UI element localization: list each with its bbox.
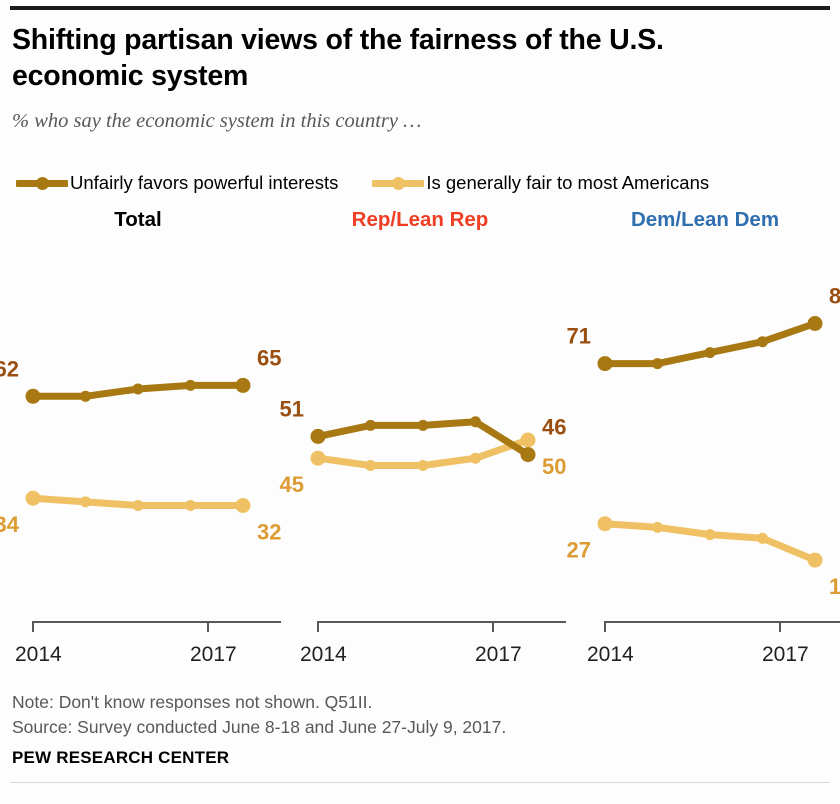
data-point: [80, 496, 91, 508]
data-point: [470, 452, 481, 464]
data-point: [807, 552, 823, 568]
page-subtitle: % who say the economic system in this co…: [12, 110, 422, 132]
legend-line-icon-fair: [372, 175, 425, 191]
data-point-label: 50: [542, 454, 566, 479]
data-point-label: 82: [829, 284, 840, 309]
data-point: [470, 416, 481, 428]
data-point-label: 71: [567, 324, 591, 349]
data-point: [185, 500, 196, 511]
data-point-label: 32: [257, 520, 281, 545]
data-point: [757, 532, 768, 544]
data-point-label: 65: [257, 345, 281, 370]
data-point: [25, 388, 41, 404]
legend-line-icon-unfair: [16, 175, 68, 191]
x-axis-rule: [604, 621, 840, 632]
x-axis-label-start: 2014: [587, 643, 634, 666]
x-axis-label-end: 2017: [762, 643, 809, 666]
footnote-note: Note: Don't know responses not shown. Q5…: [12, 692, 373, 712]
data-point: [597, 516, 613, 532]
footnote: Note: Don't know responses not shown. Q5…: [12, 690, 812, 741]
x-axis-label-start: 2014: [300, 643, 347, 666]
data-point: [417, 460, 429, 471]
data-point: [365, 419, 376, 431]
data-point: [520, 447, 536, 463]
legend-label-fair: Is generally fair to most Americans: [426, 172, 710, 193]
x-axis-label-start: 2014: [15, 643, 62, 666]
data-point: [235, 498, 251, 513]
x-axis-label-end: 2017: [475, 643, 522, 666]
data-point: [757, 336, 768, 348]
data-point: [80, 390, 91, 402]
series-fair: [597, 516, 823, 568]
data-point: [235, 377, 251, 393]
data-point-label: 51: [280, 396, 304, 421]
top-rule: [10, 6, 830, 10]
data-point: [704, 347, 716, 359]
panel-dem-lean-dem: 2014 2017 71 82 27 17: [567, 284, 840, 666]
data-point-label: 17: [829, 574, 840, 599]
legend-label-unfair: Unfairly favors powerful interests: [70, 172, 339, 193]
data-point: [132, 383, 144, 395]
data-point-label: 45: [280, 472, 304, 497]
panel-total: 2014 2017 62 65 34 32: [0, 345, 281, 666]
data-point: [417, 419, 429, 431]
brand-label: PEW RESEARCH CENTER: [12, 748, 230, 767]
x-axis-label-end: 2017: [190, 643, 237, 666]
series-unfair: [597, 316, 823, 372]
footnote-source: Source: Survey conducted June 8-18 and J…: [12, 717, 507, 738]
series-unfair: [25, 377, 251, 404]
panel-rep-lean-rep: 2014 2017 51 46 45 50: [280, 396, 567, 666]
series-fair: [25, 490, 251, 513]
data-point: [520, 432, 536, 448]
page-title: Shifting partisan views of the fairness …: [12, 24, 664, 93]
data-point-label: 27: [567, 538, 591, 563]
legend-item-fair: Is generally fair to most Americans: [372, 172, 709, 194]
data-point-label: 46: [542, 415, 566, 440]
data-point: [25, 490, 41, 506]
panel-title-rep: Rep/Lean Rep: [351, 208, 489, 231]
chart-plot-area: 2014 2017 62 65 34 32 2014 2017 51 46 45 50 2014 2017…: [0, 284, 840, 666]
panel-title-total: Total: [114, 208, 162, 231]
panel-title-dem: Dem/Lean Dem: [630, 208, 780, 231]
data-point: [652, 521, 663, 533]
data-point: [185, 379, 196, 391]
data-point: [652, 358, 663, 370]
data-point: [310, 450, 326, 466]
x-axis-rule: [32, 621, 281, 632]
data-point: [310, 428, 326, 444]
series-unfair: [310, 416, 536, 463]
data-point: [365, 460, 376, 471]
data-point: [704, 529, 716, 541]
bottom-rule: [10, 782, 830, 783]
data-point: [132, 500, 144, 511]
data-point: [807, 316, 823, 331]
legend-item-unfair: Unfairly favors powerful interests: [16, 172, 338, 194]
series-fair: [310, 432, 536, 471]
data-point: [597, 356, 613, 372]
data-point-label: 34: [0, 512, 20, 537]
x-axis-rule: [317, 621, 566, 632]
chart-legend: Unfairly favors powerful interests Is ge…: [16, 170, 828, 196]
data-point-label: 62: [0, 356, 19, 381]
